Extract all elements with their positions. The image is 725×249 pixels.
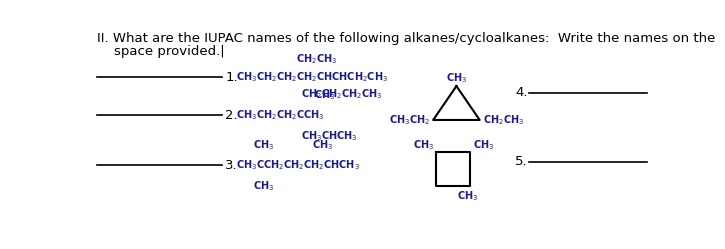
Text: CH$_2$CH$_3$: CH$_2$CH$_3$ [483,113,524,127]
Text: CH$_3$: CH$_3$ [457,189,478,203]
Text: 1.: 1. [225,71,238,84]
Text: 4.: 4. [515,86,528,99]
Text: CH$_3$: CH$_3$ [314,88,335,102]
Text: CH$_3$CHCH$_3$: CH$_3$CHCH$_3$ [302,129,358,143]
Text: CH$_2$CH$_2$CH$_2$CH$_3$: CH$_2$CH$_2$CH$_2$CH$_3$ [302,88,383,102]
Text: CH$_3$: CH$_3$ [473,138,494,152]
Text: CH$_2$CH$_3$: CH$_2$CH$_3$ [297,52,338,66]
Text: II. What are the IUPAC names of the following alkanes/cycloalkanes:  Write the n: II. What are the IUPAC names of the foll… [97,32,715,45]
Text: CH$_3$: CH$_3$ [312,138,333,152]
Text: CH$_3$CCH$_2$CH$_2$CH$_2$CHCH$_3$: CH$_3$CCH$_2$CH$_2$CH$_2$CHCH$_3$ [236,159,360,172]
Text: CH$_3$CH$_2$: CH$_3$CH$_2$ [389,113,430,127]
Text: 5.: 5. [515,155,528,168]
Text: 3.: 3. [225,159,238,172]
Text: CH$_3$: CH$_3$ [253,138,275,152]
Text: CH$_3$CH$_2$CH$_2$CCH$_3$: CH$_3$CH$_2$CH$_2$CCH$_3$ [236,109,325,122]
Text: CH$_3$: CH$_3$ [253,179,275,193]
Text: CH$_3$: CH$_3$ [413,138,434,152]
Text: CH$_3$: CH$_3$ [446,71,467,85]
Text: 2.: 2. [225,109,238,122]
Text: space provided.|: space provided.| [97,45,225,58]
Text: CH$_3$CH$_2$CH$_2$CH$_2$CHCHCH$_2$CH$_3$: CH$_3$CH$_2$CH$_2$CH$_2$CHCHCH$_2$CH$_3$ [236,70,389,84]
